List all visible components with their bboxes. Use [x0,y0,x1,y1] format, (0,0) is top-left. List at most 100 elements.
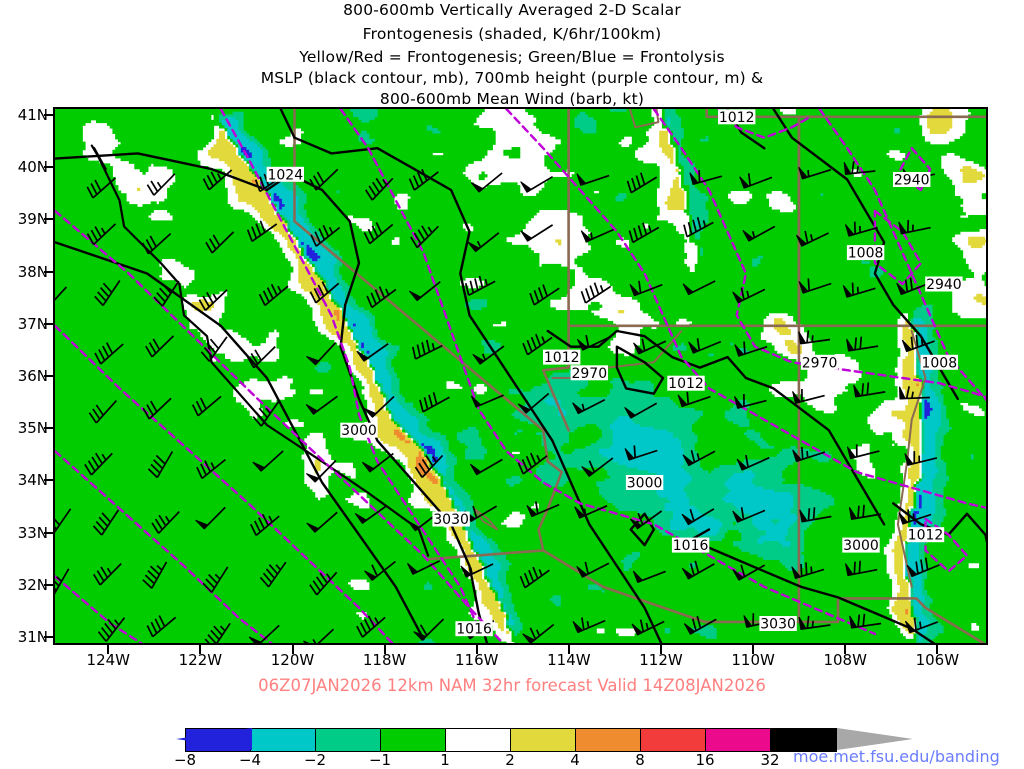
contour-label: 2970 [571,366,607,382]
wind-barb [846,444,880,460]
contour-label: 1016 [456,622,492,638]
wind-barb [901,334,935,353]
wind-barb [94,280,121,306]
wind-barb [198,289,228,312]
wind-barb [799,507,832,523]
contour-label-halo [340,422,378,438]
x-axis-tick-label: 124W [86,651,130,669]
contour-label-halo [455,621,493,637]
wind-barb [141,232,172,255]
colorbar-segments [185,728,837,752]
y-axis-tick-label: 39N [17,210,48,229]
wind-barb [576,173,610,186]
watermark-link[interactable]: moe.met.fsu.edu/banding [793,747,1000,766]
wind-barb [633,338,667,355]
contour-label: 1012 [719,110,755,126]
wind-barb [520,175,554,193]
colorbar-tick-label: 16 [695,751,715,769]
contour-label: 2940 [926,277,962,293]
wind-barb [366,286,397,309]
wind-barb [252,450,284,472]
contour-label-halo [570,365,608,381]
wind-barb [628,222,660,244]
wind-barb [683,615,717,635]
wind-barb [408,168,439,191]
wind-barb [682,280,716,296]
wind-barb [574,505,608,519]
y-axis-tick-mark [44,218,53,221]
wind-barb [470,172,503,193]
wind-barb [142,561,168,589]
colorbar-over-arrow [837,728,913,750]
wind-barb [739,173,773,189]
wind-barb [849,613,882,629]
y-axis-tick-mark [44,166,53,169]
x-axis-tick-label: 110W [731,651,775,669]
wind-barb [92,509,120,536]
wind-barb [363,222,394,245]
contour-label-halo [266,166,304,182]
wind-barb [55,568,70,595]
wind-barbs-layer [55,161,940,643]
wind-barb [147,451,174,479]
y-axis-tick-mark [44,531,53,534]
title-line-5: 800-600mb Mean Wind (barb, kt) [379,90,645,108]
colorbar-tick-label: 8 [635,751,645,769]
contour-label: 1012 [668,376,704,392]
height-contour-line [339,109,877,636]
wind-barb [305,395,338,415]
mslp-contour-line [892,502,986,544]
wind-barb [356,615,386,638]
contour-label: 1024 [267,167,303,183]
wind-barb [526,501,560,518]
contour-label: 1016 [673,538,709,554]
contour-label-halo [846,245,885,261]
mslp-contour-line [772,109,959,401]
wind-barb [681,508,715,526]
contour-label-halo [667,375,705,391]
height-contour-line [55,324,394,643]
wind-barb [681,560,715,580]
wind-barb [626,172,658,194]
contour-label-halo [842,537,880,553]
x-axis-tick-mark [659,645,662,654]
wind-barb [529,284,560,306]
wind-barb [364,560,396,581]
wind-barb [798,615,831,630]
wind-barb [153,280,180,307]
contour-label: 1012 [908,528,944,544]
contour-label-halo [893,172,931,187]
wind-barb [736,454,770,471]
wind-barb [581,457,614,477]
x-axis-tick-mark [475,645,478,654]
contour-label: 1008 [848,246,884,262]
wind-barb [305,459,337,483]
wind-barb [195,506,226,530]
wind-barb [309,571,338,596]
wind-barb [682,449,716,467]
mslp-contour-line [55,152,489,643]
mslp-contour-line [279,109,663,643]
wind-barb [732,507,766,523]
x-axis-tick-label: 122W [178,651,223,669]
y-axis-tick-mark [44,479,53,482]
wind-barb [732,564,766,581]
wind-barb [522,623,555,643]
colorbar-segment [381,729,446,751]
wind-barb [361,452,394,473]
wind-barb [631,619,665,636]
y-axis-tick-mark [44,270,53,273]
contour-label-halo [543,349,581,365]
title-line-2: Frontogenesis (shaded, K/6hr/100km) [362,25,662,43]
x-axis-tick-mark [383,645,386,654]
wind-barb [196,458,226,480]
wind-barb [354,505,388,524]
wind-barb [363,395,395,418]
wind-barb [246,345,276,369]
wind-barb [142,397,172,420]
contour-label: 2940 [894,173,930,189]
wind-barb [520,224,554,242]
contour-label-halo [718,109,756,125]
wind-barb [517,452,548,475]
colorbar-segment [771,729,836,751]
